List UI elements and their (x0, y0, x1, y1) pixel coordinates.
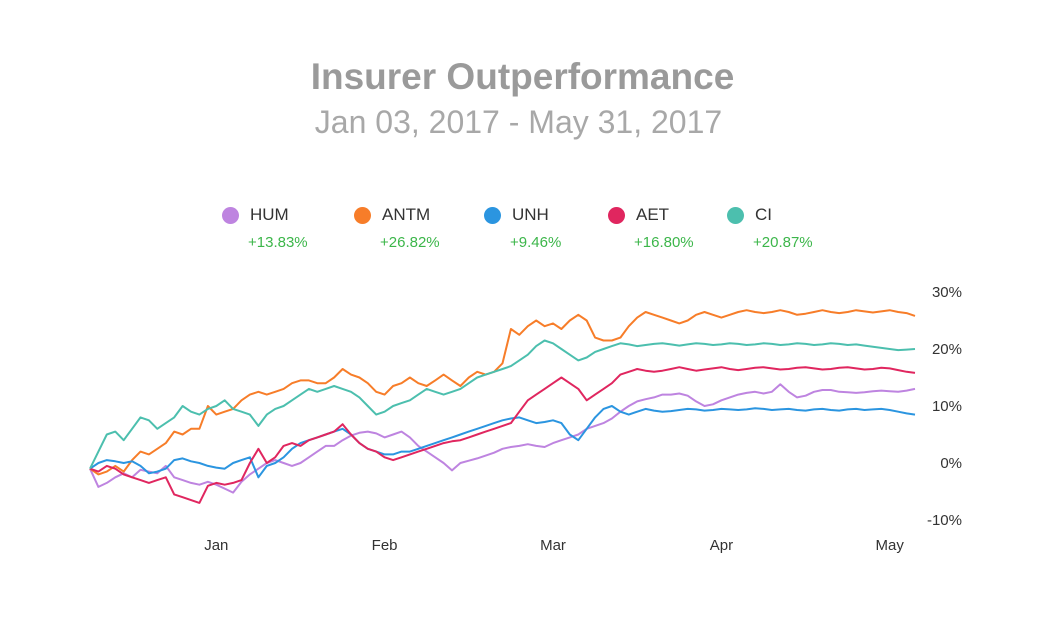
legend-change: +26.82% (380, 234, 440, 251)
legend-name: CI (755, 205, 772, 224)
y-tick-label: 0% (940, 455, 962, 472)
unh-dot-icon (484, 207, 501, 224)
x-tick-label: Mar (540, 537, 566, 554)
chart-subtitle: Jan 03, 2017 - May 31, 2017 (314, 104, 723, 140)
x-tick-label: Jan (204, 537, 228, 554)
aet-dot-icon (608, 207, 625, 224)
series-lines (89, 309, 916, 504)
legend-name: AET (636, 205, 670, 224)
y-tick-label: 10% (932, 398, 962, 415)
chart-title: Insurer Outperformance (310, 56, 735, 97)
series-line-ci[interactable] (89, 339, 916, 470)
hum-dot-icon (222, 207, 239, 224)
x-axis: Jan Feb Mar Apr May (204, 537, 904, 554)
series-line-antm[interactable] (89, 309, 916, 476)
legend-change: +16.80% (634, 234, 694, 251)
legend-change: +20.87% (753, 234, 813, 251)
ci-dot-icon (727, 207, 744, 224)
series-line-unh[interactable] (89, 405, 916, 479)
antm-dot-icon (354, 207, 371, 224)
x-tick-label: May (876, 537, 905, 554)
legend-change: +9.46% (510, 234, 562, 251)
y-axis: 30% 20% 10% 0% -10% (927, 284, 962, 529)
legend-name: HUM (250, 205, 289, 224)
y-tick-label: 20% (932, 341, 962, 358)
y-tick-label: -10% (927, 512, 962, 529)
series-line-hum[interactable] (89, 383, 916, 494)
x-tick-label: Apr (710, 537, 733, 554)
series-line-aet[interactable] (89, 366, 916, 504)
x-tick-label: Feb (372, 537, 398, 554)
y-tick-label: 30% (932, 284, 962, 301)
legend-name: UNH (512, 205, 549, 224)
legend-change: +13.83% (248, 234, 308, 251)
legend-name: ANTM (382, 205, 431, 224)
